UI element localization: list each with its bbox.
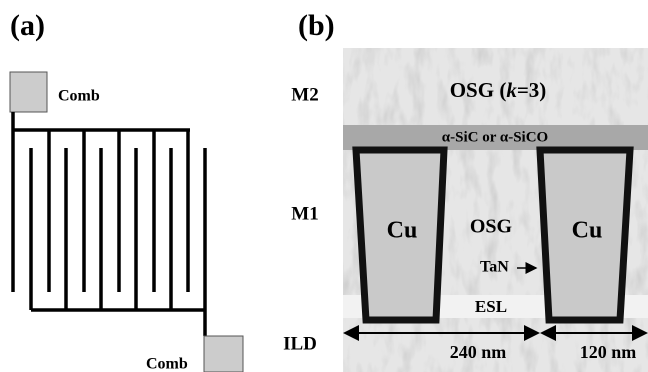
esl-label: ESL (475, 297, 507, 316)
cu-label: Cu (572, 218, 603, 244)
osg-label: OSG (470, 216, 513, 238)
layer-label: M1 (291, 203, 318, 224)
comb-structure (13, 112, 205, 336)
layer-label: M2 (291, 84, 318, 105)
cu-label: Cu (387, 218, 418, 244)
pad-label: Comb (146, 356, 188, 372)
osg-label: OSG (k=3) (450, 78, 547, 102)
comb-pad (204, 336, 243, 372)
width-label: 240 nm (450, 342, 507, 362)
cap-layer-label: α-SiC or α-SiCO (442, 129, 548, 145)
comb-pad (10, 72, 47, 112)
liner-label: TaN (480, 259, 509, 276)
panel-label: (b) (298, 9, 335, 42)
layer-label: ILD (283, 333, 317, 354)
pad-label: Comb (58, 88, 100, 105)
width-label: 120 nm (580, 342, 637, 362)
figure: (a) Comb Comb (b) M2 M1 ILD OSG (k=3) α-… (0, 0, 648, 372)
panel-label: (a) (10, 9, 45, 42)
